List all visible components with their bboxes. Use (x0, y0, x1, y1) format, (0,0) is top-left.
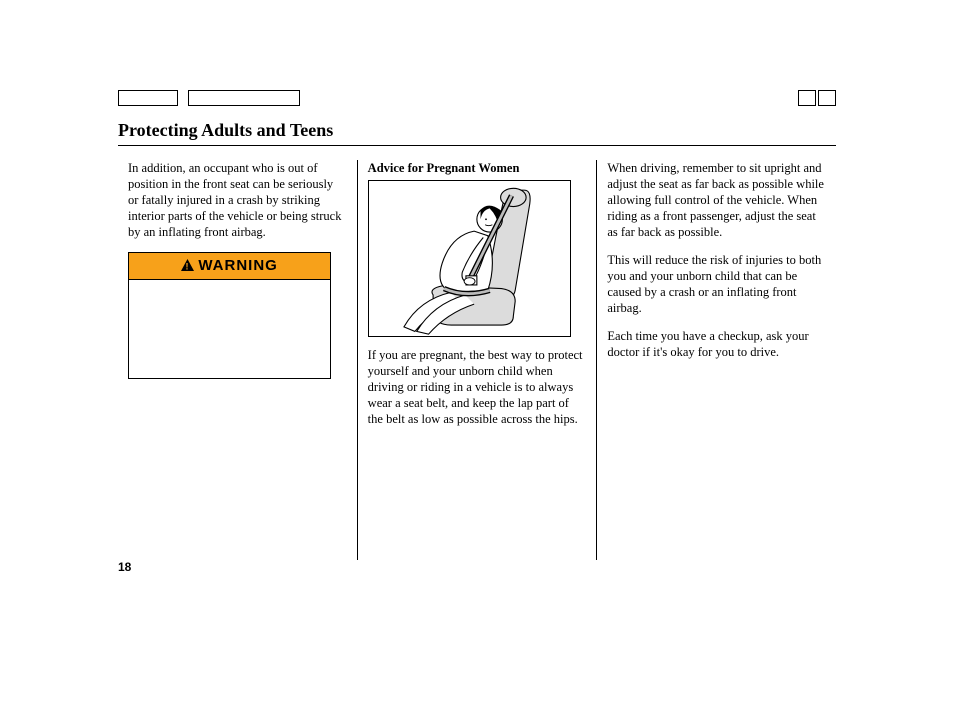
column-2: Advice for Pregnant Women (357, 160, 597, 560)
body-paragraph: When driving, remember to sit upright an… (607, 160, 826, 240)
crop-mark (818, 90, 836, 106)
warning-label: WARNING (198, 257, 278, 274)
manual-page: Protecting Adults and Teens In addition,… (0, 0, 954, 710)
body-paragraph: If you are pregnant, the best way to pro… (368, 347, 587, 427)
warning-box: ! WARNING (128, 252, 331, 379)
crop-mark (188, 90, 300, 106)
warning-triangle-icon: ! (181, 257, 194, 276)
page-number: 18 (118, 560, 131, 574)
warning-body (129, 280, 330, 378)
crop-mark (798, 90, 816, 106)
content-columns: In addition, an occupant who is out of p… (118, 160, 836, 560)
pregnant-woman-illustration (368, 180, 571, 337)
svg-text:!: ! (186, 262, 190, 272)
body-paragraph: This will reduce the risk of injuries to… (607, 252, 826, 316)
column-3: When driving, remember to sit upright an… (596, 160, 836, 560)
page-title: Protecting Adults and Teens (118, 120, 836, 146)
hand (464, 278, 475, 285)
crop-marks (118, 90, 836, 108)
crop-mark (118, 90, 178, 106)
section-subheading: Advice for Pregnant Women (368, 160, 587, 176)
column-1: In addition, an occupant who is out of p… (118, 160, 357, 560)
warning-header: ! WARNING (129, 253, 330, 280)
body-paragraph: In addition, an occupant who is out of p… (128, 160, 347, 240)
body-paragraph: Each time you have a checkup, ask your d… (607, 328, 826, 360)
